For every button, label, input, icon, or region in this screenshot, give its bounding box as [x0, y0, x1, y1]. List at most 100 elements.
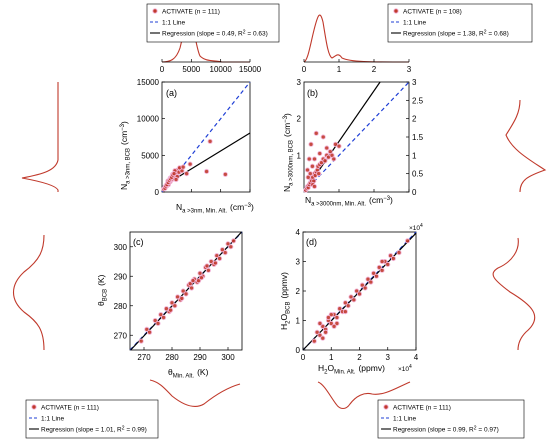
data-point [311, 183, 318, 190]
ylabel-a: Na >3nm, BCB(cm−3) [119, 121, 132, 190]
data-point [373, 273, 380, 279]
data-point [320, 335, 326, 341]
data-point [169, 300, 175, 306]
data-point [320, 134, 326, 140]
data-point [322, 158, 328, 164]
x-tick-label: 280 [165, 353, 179, 362]
y-tick-label: 300 [114, 243, 128, 252]
panel-a: 0 5000 10000 15000 (a) Na >3nm, Min. Alt. (c… [21, 3, 280, 215]
data-point [311, 338, 317, 344]
ylabel-c: θBCB(K) [96, 274, 109, 306]
data-point [368, 279, 374, 285]
data-point [365, 276, 371, 282]
data-point [204, 168, 210, 175]
legend-marker-b [393, 8, 399, 14]
legend-c: ACTIVATE (n = 111) 1:1 Line Regression (… [25, 399, 159, 439]
data-point [388, 253, 394, 259]
data-point [161, 314, 167, 321]
data-point [231, 238, 237, 244]
legend-label-points-a: ACTIVATE (n = 111) [162, 9, 220, 16]
x-tick-label: 4 [414, 353, 419, 362]
yticks-b: 0 0.5 1 1.5 2 2.5 3 1 2 3 [297, 78, 424, 197]
legend-d: ACTIVATE (n = 111) 1:1 Line Regression (… [377, 399, 525, 439]
yticks-a: 0 5000 10000 15000 [137, 78, 165, 197]
data-point [228, 244, 234, 250]
data-point [307, 171, 313, 177]
y-tick-label: 0 [412, 188, 417, 197]
y-tick-label-left: 1 [297, 151, 302, 160]
y-tick-label: 4 [296, 228, 301, 237]
data-point [371, 270, 377, 276]
data-point [313, 130, 319, 136]
y-tick-label: 3 [296, 258, 301, 267]
legend-box-b [387, 3, 533, 43]
data-point [155, 320, 161, 327]
data-point [334, 314, 340, 321]
y-tick-label: 1 [296, 317, 301, 326]
data-point [323, 329, 329, 335]
x-tick-label: 300 [221, 353, 235, 362]
data-point [351, 297, 357, 303]
points-a [161, 138, 228, 192]
x-tick-label: 1 [329, 353, 334, 362]
y-tick-label: 0.5 [412, 170, 424, 179]
data-point [325, 314, 331, 321]
xlabel-d: H2OMin. Alt. (ppmv) [318, 363, 385, 376]
legend-label-reg-d: Regression (slope = 0.99, R2 = 0.97) [393, 426, 499, 434]
data-point [305, 174, 311, 180]
legend-label-reg-c: Regression (slope = 1.01, R2 = 0.99) [41, 426, 147, 434]
data-point [328, 320, 334, 327]
y-tick-label: 290 [114, 272, 128, 281]
y-tick-label: 0 [296, 346, 301, 355]
data-point [189, 285, 195, 291]
legend-label-reg-b: Regression (slope = 1.38, R2 = 0.68) [403, 30, 509, 38]
y-tick-label-left: 2 [297, 115, 302, 124]
data-point [306, 156, 312, 162]
marginal-bottom-d [317, 381, 411, 410]
y-tick-label: 0 [155, 188, 160, 197]
y-tick-label: 5000 [141, 151, 159, 160]
y-tick-label-left: 3 [297, 78, 302, 87]
legend-label-1to1-c: 1:1 Line [41, 416, 65, 423]
panel-b: 0 0.5 1 1.5 2 2.5 3 1 2 3 (b) Na >3000nm, Min. Al… [282, 3, 547, 208]
data-point [163, 306, 169, 312]
data-point [317, 320, 323, 327]
marginal-bottom-c [149, 379, 241, 407]
data-point [171, 171, 177, 177]
data-point [183, 291, 189, 297]
yticks-c: 270 280 290 300 [114, 243, 133, 340]
y-tick-label: 3 [412, 78, 417, 87]
legend-label-points-c: ACTIVATE (n = 111) [41, 405, 99, 412]
data-point [331, 323, 337, 329]
data-point [328, 312, 334, 318]
data-point [144, 326, 150, 332]
data-point [204, 263, 210, 269]
data-point [222, 250, 228, 256]
points-b [303, 130, 342, 193]
data-point [404, 238, 411, 244]
legend-label-reg-a: Regression (slope = 0.49, R2 = 0.63) [162, 30, 268, 38]
data-point [173, 176, 179, 183]
data-point [217, 255, 223, 262]
data-point [180, 288, 186, 294]
x-tick-label: 270 [137, 353, 151, 362]
data-point [337, 306, 343, 312]
data-point [138, 338, 144, 344]
data-point [180, 164, 186, 170]
legend-box-a [146, 3, 280, 43]
panel-letter-d: (d) [306, 237, 317, 247]
data-point [187, 161, 193, 167]
data-point [336, 143, 342, 149]
panel-c: 270 280 290 300 270 280 290 300 (c) θMin. Alt.… [12, 231, 243, 439]
y-tick-label: 270 [114, 331, 128, 340]
data-point [317, 150, 323, 157]
legend-box-d [377, 399, 525, 439]
y-tick-label: 1.5 [412, 133, 424, 142]
legend-label-1to1-d: 1:1 Line [393, 416, 417, 423]
xticks-top-a: 0 5000 10000 15000 [160, 59, 262, 74]
data-point [168, 307, 174, 313]
legend-a: ACTIVATE (n = 111) 1:1 Line Regression (… [146, 3, 280, 43]
marginal-left-c [12, 234, 45, 351]
data-point [172, 303, 178, 309]
data-point [324, 145, 330, 151]
